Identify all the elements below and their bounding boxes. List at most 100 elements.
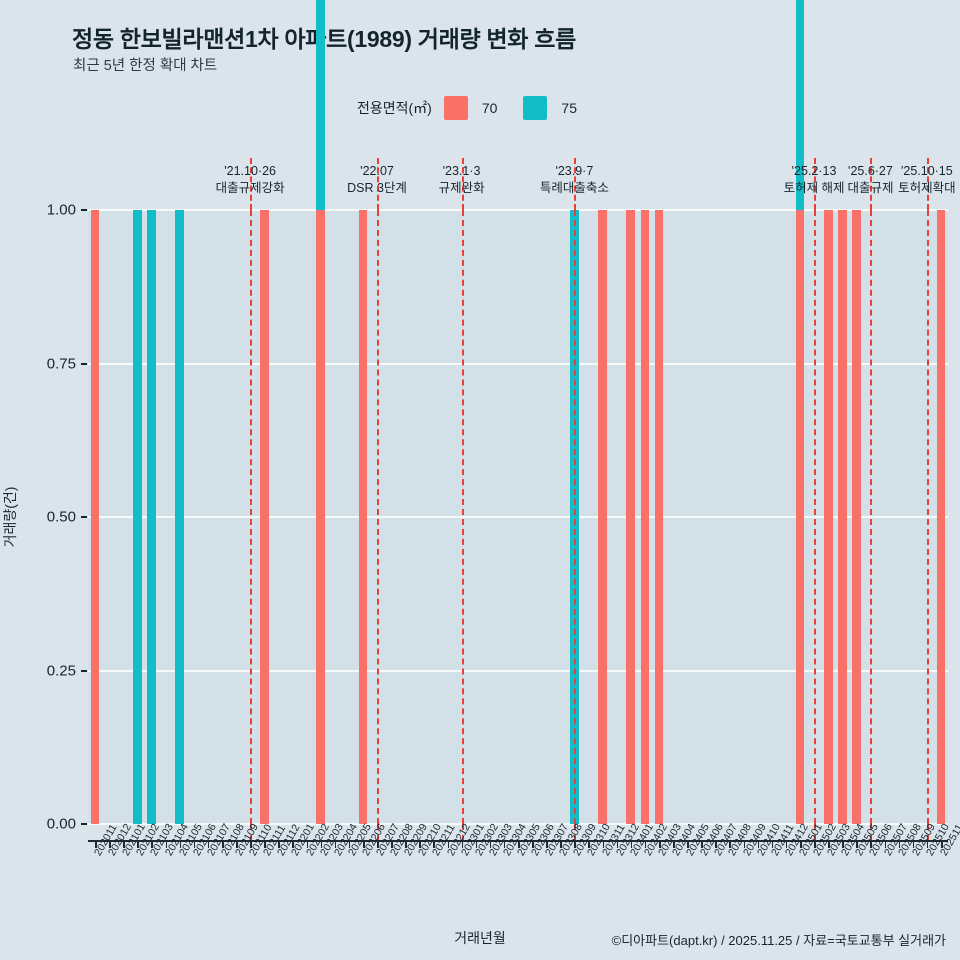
legend-item[interactable]: 75 [523, 96, 577, 120]
event-date: '25.6·27 [848, 164, 893, 178]
event-date: '21.10·26 [224, 164, 276, 178]
legend-item[interactable]: 70 [443, 96, 497, 120]
bar-202402-70[interactable] [640, 210, 650, 824]
x-tick-mark [179, 840, 182, 848]
event-line-bottom-202301 [461, 824, 464, 841]
bar-202505-70[interactable] [851, 210, 861, 824]
gridline [88, 209, 948, 211]
event-line-202510 [926, 210, 929, 824]
event-label: 규제완화 [438, 181, 485, 195]
bar-202011-70[interactable] [90, 210, 100, 824]
x-tick-mark [475, 840, 478, 848]
bar-202309-75[interactable] [570, 210, 579, 824]
x-tick-mark [814, 840, 816, 848]
event-line-bottom-202506 [870, 824, 873, 841]
footer-credit: ©디아파트(dapt.kr) / 2025.11.25 / 자료=국토교통부 실… [611, 933, 946, 948]
legend-label: 75 [561, 100, 577, 116]
event-label: 대출규제강화 [215, 181, 285, 195]
event-line-top-202506 [870, 158, 873, 210]
x-tick-mark [334, 840, 337, 848]
event-line-bottom-202110 [250, 824, 253, 841]
x-tick-mark [743, 840, 746, 848]
x-tick-mark [842, 840, 844, 848]
event-line-bottom-202207 [377, 824, 380, 841]
gridline [88, 362, 948, 365]
x-tick-mark [447, 840, 450, 848]
event-label: 특례대출축소 [539, 181, 609, 195]
event-line-top-202207 [377, 158, 380, 210]
bar-202504-70[interactable] [837, 210, 847, 824]
x-tick-mark [926, 840, 929, 848]
bar-202501-70[interactable] [795, 210, 805, 824]
event-annotation-202510: '25.10·15 토허제확대 [898, 163, 956, 197]
event-line-top-202502 [814, 158, 817, 210]
x-tick-mark [489, 840, 492, 848]
x-tick-mark [701, 840, 703, 848]
x-tick-mark [377, 840, 379, 848]
y-tick-label: 0.75 [46, 355, 76, 372]
x-tick-mark [856, 840, 858, 848]
event-line-bottom-202309 [574, 824, 577, 841]
gridline [88, 516, 948, 518]
plot-area [88, 0, 948, 825]
x-tick-mark [785, 840, 788, 848]
bar-202105-75[interactable] [175, 210, 184, 824]
bar-202203-70[interactable] [316, 210, 325, 824]
event-annotation-202207: '22.07 DSR 3단계 [347, 163, 407, 197]
x-tick-mark [109, 840, 111, 848]
y-tick-mark [81, 823, 87, 825]
bar-202511-70[interactable] [936, 210, 946, 824]
bar-202206-70[interactable] [358, 210, 368, 824]
bar-202503-70[interactable] [823, 210, 833, 824]
x-tick-mark [771, 840, 774, 848]
x-tick-mark [757, 840, 760, 848]
x-tick-mark [461, 840, 464, 848]
x-tick-mark [250, 840, 252, 848]
x-tick-mark [320, 840, 323, 848]
event-date: '22.07 [360, 164, 394, 178]
x-tick-mark [405, 840, 407, 848]
y-tick-mark [81, 362, 87, 365]
legend-swatch [443, 96, 468, 120]
x-tick-mark [236, 840, 238, 848]
x-tick-mark [644, 840, 647, 848]
x-tick-mark [799, 840, 802, 848]
y-tick-label: 0.00 [46, 815, 76, 833]
x-tick-mark [362, 840, 365, 848]
event-line-bottom-202502 [814, 824, 817, 841]
x-tick-mark [884, 840, 887, 848]
x-tick-mark [278, 840, 280, 848]
bar-202311-70[interactable] [598, 210, 607, 824]
y-tick-mark [81, 669, 87, 672]
x-tick-mark [630, 840, 633, 848]
x-tick-mark [518, 840, 520, 848]
gridline [88, 823, 948, 825]
bar-202111-70[interactable] [259, 210, 269, 824]
y-tick-label: 1.00 [46, 201, 76, 219]
event-annotation-202110: '21.10·26 대출규제강화 [216, 163, 285, 197]
event-line-202110 [250, 210, 253, 824]
event-line-202301 [461, 210, 464, 824]
x-tick-mark [503, 840, 506, 848]
x-tick-mark [306, 840, 309, 848]
bar-202102-75[interactable] [132, 210, 142, 824]
x-tick-mark [546, 840, 548, 848]
event-date: '23.1·3 [442, 164, 481, 178]
y-tick-mark [81, 209, 87, 211]
bar-202501-75[interactable] [795, 0, 805, 210]
bar-202103-75[interactable] [147, 210, 156, 824]
legend-title: 전용면적(㎡) [356, 100, 432, 116]
bar-202203-75[interactable] [316, 0, 325, 210]
event-date: '25.10·15 [900, 164, 953, 178]
x-tick-mark [870, 840, 873, 848]
x-tick-mark [560, 840, 562, 848]
event-label: DSR 3단계 [347, 181, 407, 195]
bar-202401-70[interactable] [626, 210, 636, 824]
event-line-top-202309 [574, 158, 577, 210]
event-line-bottom-202510 [926, 824, 929, 841]
event-label: 토허제확대 [898, 181, 956, 195]
chart-legend: 전용면적(㎡) 70 75 [0, 96, 960, 120]
bar-202403-70[interactable] [654, 210, 664, 824]
x-tick-mark [95, 840, 97, 848]
